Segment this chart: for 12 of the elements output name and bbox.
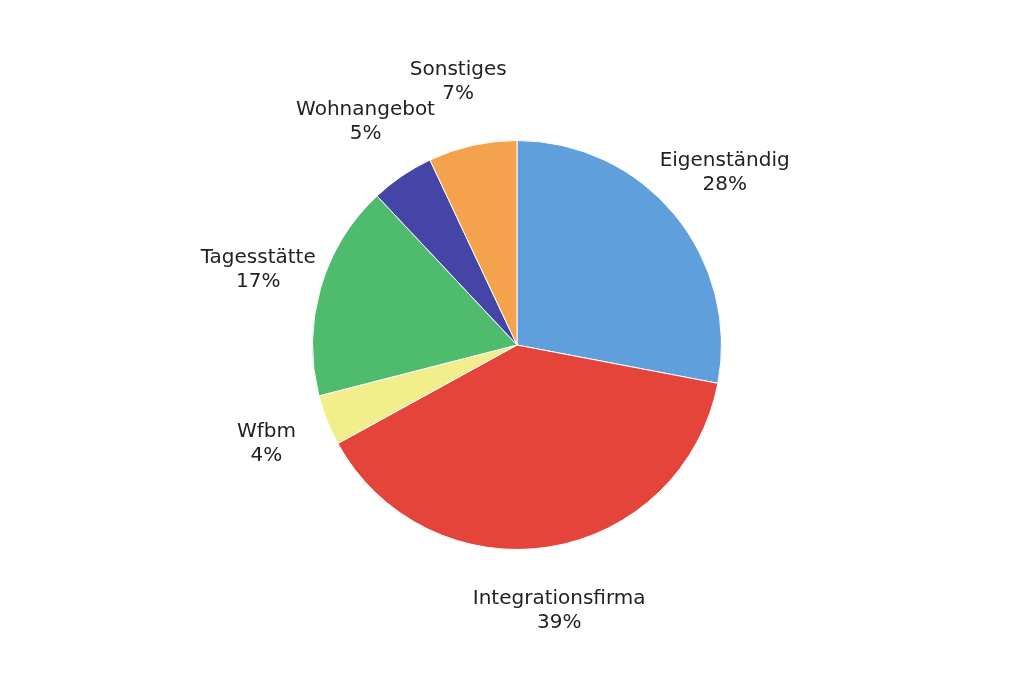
slice-label: Sonstiges — [409, 56, 507, 81]
slice-label: Integrationsfirma — [472, 585, 646, 610]
slice-label: Wfbm — [236, 418, 296, 443]
data-label: 5% — [349, 120, 382, 145]
slice-label: Wohnangebot — [296, 96, 436, 121]
data-label: 39% — [536, 609, 582, 634]
data-label: 7% — [442, 80, 475, 105]
data-label: 4% — [250, 442, 283, 467]
data-label: 28% — [702, 171, 747, 196]
data-label: 17% — [235, 268, 281, 293]
slice-label: Tagesstätte — [199, 244, 316, 269]
slice-label: Eigenständig — [659, 147, 790, 172]
